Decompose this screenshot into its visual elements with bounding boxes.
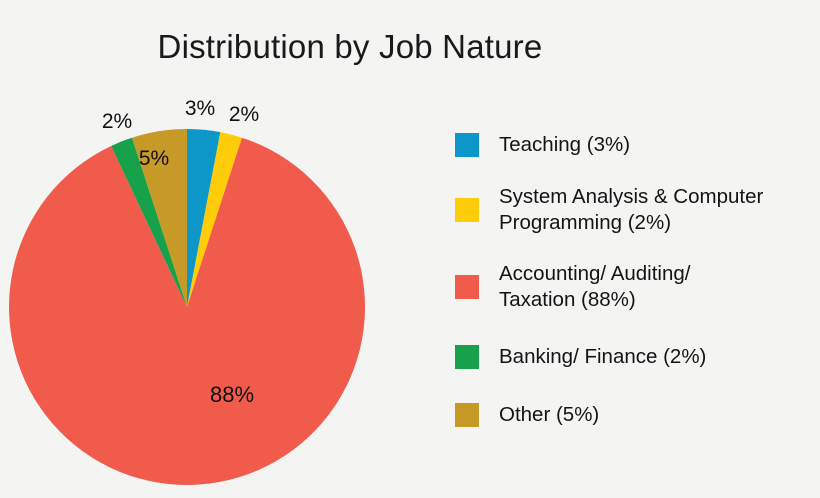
pie-slices-group (9, 129, 366, 485)
legend-item-label: Banking/ Finance (2%) (499, 344, 707, 368)
legend-item[interactable]: Accounting/ Auditing/ Taxation (88%) (455, 252, 815, 322)
slice-label-other: 5% (138, 147, 170, 170)
legend-item[interactable]: System Analysis & Computer Programming (… (455, 174, 815, 246)
legend-swatch-icon (455, 275, 479, 299)
pie-slice (187, 132, 243, 307)
legend-item-label: Accounting/ Auditing/ Taxation (88%) (499, 261, 691, 311)
slice-label-system-analysis: 2% (228, 103, 260, 126)
legend-swatch-icon (455, 133, 479, 157)
pie-slice (9, 137, 366, 485)
legend-swatch-icon (455, 198, 479, 222)
pie-slice (187, 129, 221, 307)
slice-label-accounting: 88% (209, 382, 255, 407)
page-title: Distribution by Job Nature (157, 28, 543, 65)
slice-label-banking: 2% (101, 110, 133, 133)
legend-item-label: Teaching (3%) (499, 132, 631, 156)
legend-item-label: System Analysis & Computer Programming (… (499, 184, 764, 234)
legend-swatch-icon (455, 403, 479, 427)
pie-slice (111, 137, 187, 307)
legend-item-label: Other (5%) (499, 402, 600, 426)
pie-slice (131, 129, 187, 307)
slice-label-teaching: 3% (184, 97, 216, 120)
legend-item[interactable]: Teaching (3%) (455, 122, 815, 168)
chart-legend: Teaching (3%) System Analysis & Computer … (455, 122, 815, 444)
legend-item[interactable]: Banking/ Finance (2%) (455, 328, 815, 386)
legend-swatch-icon (455, 345, 479, 369)
legend-item[interactable]: Other (5%) (455, 392, 815, 438)
